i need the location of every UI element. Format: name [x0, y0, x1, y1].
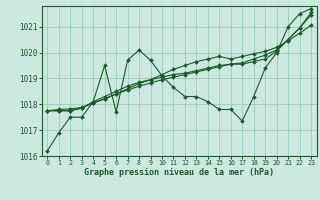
X-axis label: Graphe pression niveau de la mer (hPa): Graphe pression niveau de la mer (hPa) — [84, 168, 274, 177]
